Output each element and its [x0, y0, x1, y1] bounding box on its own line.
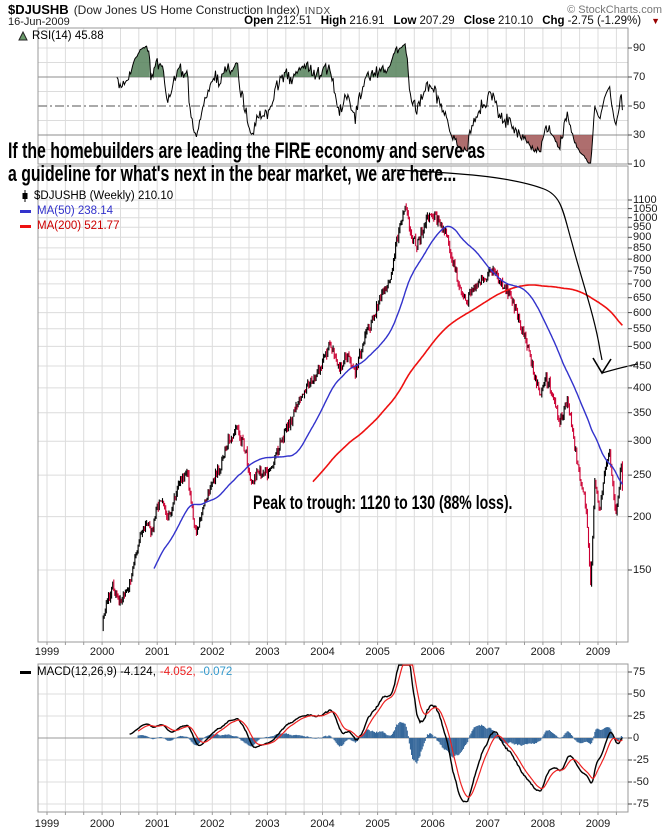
high-value: High 216.91 [320, 15, 385, 27]
close-value: Close 210.10 [463, 15, 534, 27]
ma200-line-icon [20, 224, 31, 228]
annotation-line-2: a guideline for what's next in the bear … [8, 161, 457, 186]
ticker-symbol: $DJUSHB [8, 2, 69, 17]
annotation-line-1: If the homebuilders are leading the FIRE… [8, 138, 486, 163]
rsi-legend: RSI(14) 45.88 [18, 30, 104, 42]
low-value: Low 207.29 [393, 15, 455, 27]
ma50-line-icon [20, 209, 31, 213]
price-legend: $DJUSHB (Weekly) 210.10 [20, 190, 173, 202]
price-legend-text: $DJUSHB (Weekly) 210.10 [34, 190, 174, 202]
macd-legend-text: MACD(12,26,9) -4.124, [37, 666, 156, 678]
rsi-legend-text: RSI(14) 45.88 [32, 30, 104, 42]
change-value: Chg -2.75 (-1.29%) [542, 15, 642, 27]
copyright-label: © StockCharts.com [567, 4, 662, 16]
ohlc-row: Open 212.51 High 216.91 Low 207.29 Close 210… [244, 15, 660, 27]
ma200-legend: MA(200) 521.77 [20, 220, 119, 232]
candlestick-icon [22, 190, 28, 202]
ma50-legend: MA(50) 238.14 [20, 205, 113, 217]
quote-date: 16-Jun-2009 [8, 16, 70, 28]
exchange-label: INDX [304, 6, 331, 17]
annotation-peak-trough: Peak to trough: 1120 to 130 (88% loss). [253, 493, 513, 514]
ma50-legend-text: MA(50) 238.14 [37, 205, 114, 217]
down-triangle-icon: ▼ [651, 16, 660, 26]
rsi-legend-icon [18, 31, 28, 41]
macd-hist-value: -0.072 [199, 666, 233, 678]
macd-legend: MACD(12,26,9) -4.124, -4.052, -0.072 [20, 666, 232, 678]
open-value: Open 212.51 [244, 15, 312, 27]
chart-header: $DJUSHB (Dow Jones US Home Construction … [8, 2, 331, 17]
macd-line-icon [20, 670, 31, 674]
macd-signal-value: -4.052, [159, 666, 196, 678]
index-name: (Dow Jones US Home Construction Index) [73, 3, 300, 17]
ma200-legend-text: MA(200) 521.77 [37, 220, 120, 232]
